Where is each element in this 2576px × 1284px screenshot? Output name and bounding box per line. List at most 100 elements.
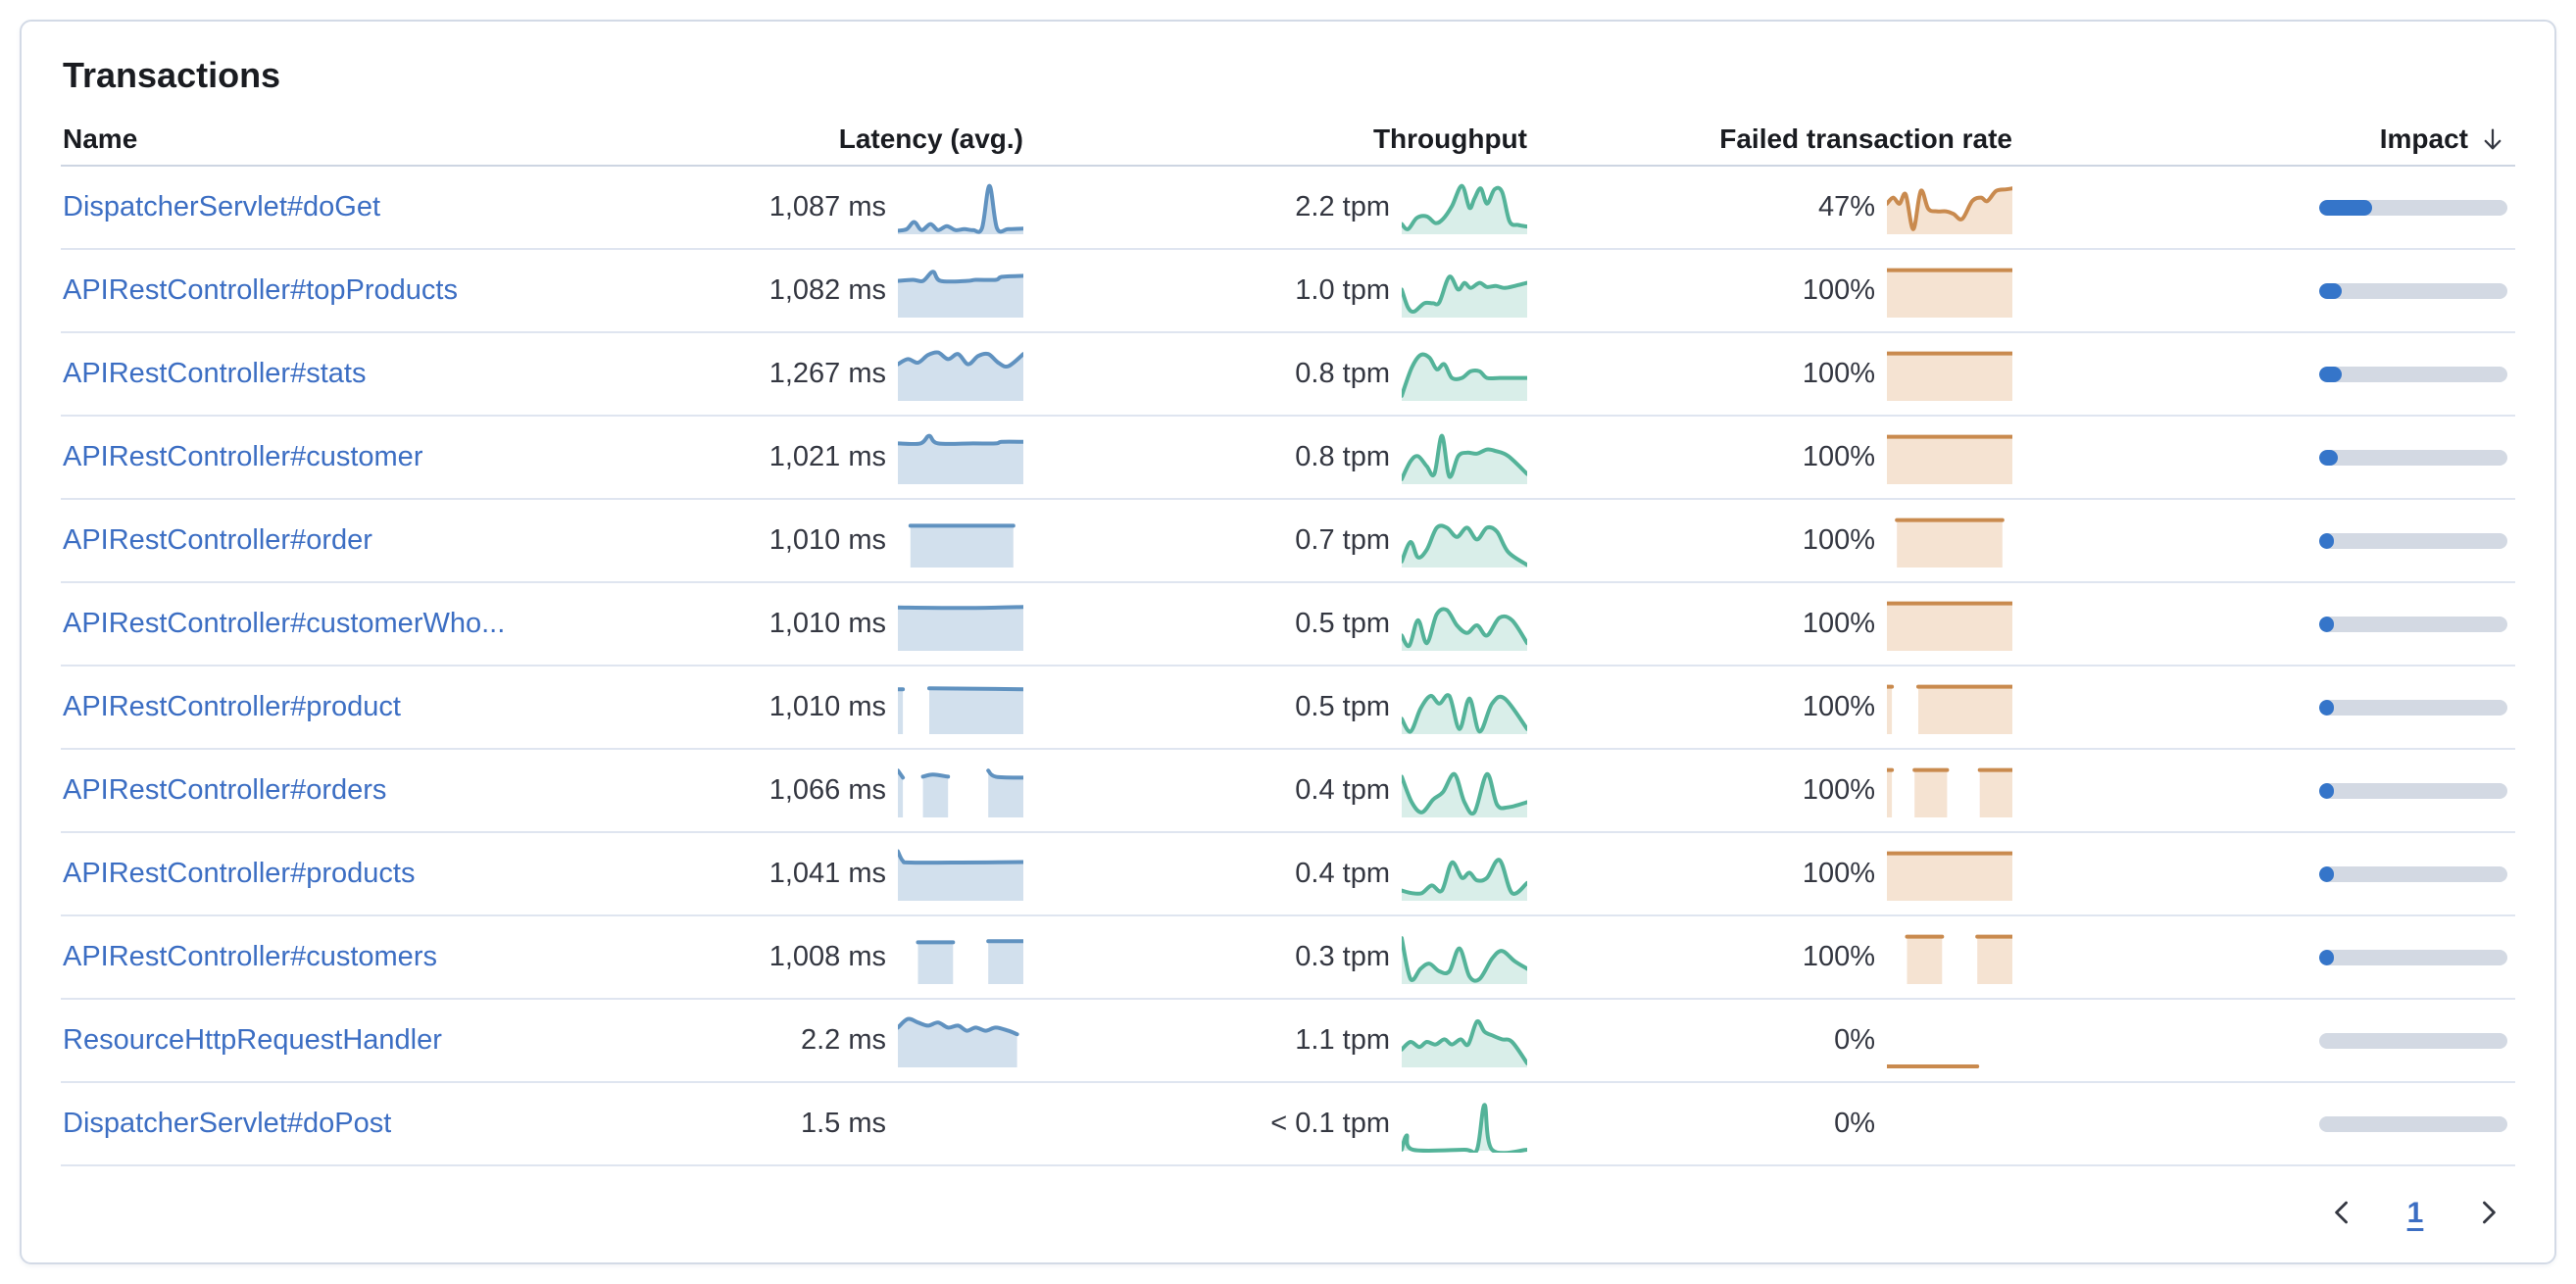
throughput-sparkline-chart [1400, 1096, 1529, 1155]
latency-sparkline-chart [896, 263, 1025, 320]
latency-value: 1,010 ms [768, 524, 886, 556]
latency-sparkline-chart [896, 429, 1025, 486]
impact-bar [2319, 1032, 2507, 1049]
failed-rate-sparkline-chart [1885, 346, 2014, 403]
impact-bar [2319, 1115, 2507, 1132]
transaction-name-link[interactable]: APIRestController#products [63, 858, 416, 889]
latency-value: 1,267 ms [768, 358, 886, 389]
transaction-name-link[interactable]: DispatcherServlet#doGet [63, 191, 380, 222]
failed-rate-sparkline-chart [1885, 179, 2014, 236]
latency-sparkline-chart [898, 513, 1023, 569]
throughput-sparkline-chart [1400, 513, 1529, 569]
failed-rate-sparkline-chart [1887, 513, 2012, 569]
latency-value: 1,066 ms [768, 774, 886, 806]
impact-bar [2319, 449, 2507, 466]
throughput-sparkline-chart [1400, 763, 1529, 819]
impact-bar [2319, 949, 2507, 965]
impact-bar-fill [2319, 949, 2334, 965]
throughput-value: 0.8 tpm [1295, 441, 1390, 472]
impact-bar [2319, 199, 2507, 216]
column-header-latency[interactable]: Latency (avg.) [838, 123, 1023, 154]
throughput-value: 0.4 tpm [1295, 858, 1390, 889]
transaction-name-link[interactable]: APIRestController#customerWho... [63, 608, 506, 639]
latency-sparkline-chart [896, 346, 1025, 403]
throughput-value: 0.5 tpm [1295, 608, 1390, 639]
impact-bar-fill [2319, 282, 2343, 299]
failed-rate-value: 0% [1834, 1024, 1875, 1056]
transaction-name-link[interactable]: APIRestController#stats [63, 358, 367, 389]
failed-rate-value: 100% [1802, 274, 1875, 306]
throughput-sparkline-chart [1400, 596, 1529, 653]
failed-rate-value: 0% [1834, 1108, 1875, 1139]
chevron-right-icon [2471, 1196, 2504, 1232]
transaction-row: DispatcherServlet#doPost 1.5 ms < 0.1 tp… [61, 1083, 2515, 1166]
table-body: DispatcherServlet#doGet 1,087 ms 2.2 tpm… [61, 167, 2515, 1166]
transaction-name-link[interactable]: APIRestController#customer [63, 441, 423, 472]
impact-bar-fill [2319, 532, 2335, 549]
failed-rate-value: 100% [1802, 691, 1875, 722]
failed-rate-sparkline-chart [1885, 846, 2014, 903]
throughput-sparkline-chart [1400, 846, 1529, 903]
impact-bar [2319, 865, 2507, 882]
column-header-throughput[interactable]: Throughput [1372, 123, 1527, 154]
page-number-1[interactable]: 1 [2406, 1197, 2424, 1229]
failed-rate-value: 100% [1802, 941, 1875, 972]
transaction-name-link[interactable]: DispatcherServlet#doPost [63, 1108, 392, 1139]
latency-value: 1,082 ms [768, 274, 886, 306]
throughput-sparkline-chart [1400, 929, 1529, 986]
failed-rate-sparkline-chart [1885, 679, 2014, 736]
latency-value: 2.2 ms [800, 1024, 886, 1056]
latency-value: 1,010 ms [768, 691, 886, 722]
failed-rate-value: 47% [1817, 191, 1875, 222]
latency-value: 1,021 ms [768, 441, 886, 472]
throughput-sparkline-chart [1400, 263, 1529, 320]
transaction-row: APIRestController#stats 1,267 ms 0.8 tpm… [61, 333, 2515, 417]
failed-rate-sparkline-chart [1885, 596, 2014, 653]
impact-bar [2319, 782, 2507, 799]
throughput-sparkline-chart [1400, 1012, 1529, 1069]
latency-value: 1,041 ms [768, 858, 886, 889]
latency-sparkline-chart [896, 179, 1025, 236]
throughput-sparkline-chart [1400, 346, 1529, 403]
latency-sparkline-chart [896, 1012, 1023, 1069]
failed-rate-sparkline-chart [1885, 763, 2014, 819]
throughput-sparkline-chart [1400, 679, 1529, 736]
transaction-row: APIRestController#topProducts 1,082 ms 1… [61, 250, 2515, 333]
transaction-name-link[interactable]: APIRestController#topProducts [63, 274, 458, 306]
impact-bar-fill [2319, 366, 2343, 382]
failed-rate-value: 100% [1802, 524, 1875, 556]
latency-sparkline-chart [898, 929, 1025, 986]
transaction-row: APIRestController#orders 1,066 ms 0.4 tp… [61, 750, 2515, 833]
transaction-name-link[interactable]: ResourceHttpRequestHandler [63, 1024, 442, 1056]
impact-bar [2319, 616, 2507, 632]
latency-sparkline-chart [896, 846, 1025, 903]
pagination: 1 [61, 1166, 2515, 1260]
latency-sparkline-chart [896, 763, 1025, 819]
transaction-row: APIRestController#customerWho... 1,010 m… [61, 583, 2515, 667]
transaction-name-link[interactable]: APIRestController#customers [63, 941, 437, 972]
impact-bar-fill [2319, 199, 2372, 216]
transaction-name-link[interactable]: APIRestController#product [63, 691, 401, 722]
table-header-row: Name Latency (avg.) Throughput Failed tr… [61, 114, 2515, 167]
transaction-name-link[interactable]: APIRestController#orders [63, 774, 387, 806]
previous-page-button[interactable] [2319, 1190, 2366, 1237]
throughput-sparkline-chart [1400, 429, 1529, 486]
impact-bar [2319, 699, 2507, 716]
impact-bar-fill [2319, 782, 2334, 799]
impact-bar-fill [2319, 616, 2334, 632]
failed-rate-value: 100% [1802, 358, 1875, 389]
failed-rate-value: 100% [1802, 441, 1875, 472]
transaction-name-link[interactable]: APIRestController#order [63, 524, 372, 556]
throughput-value: 0.5 tpm [1295, 691, 1390, 722]
next-page-button[interactable] [2464, 1190, 2511, 1237]
transactions-table: Name Latency (avg.) Throughput Failed tr… [61, 114, 2515, 1166]
impact-bar [2319, 366, 2507, 382]
impact-bar-fill [2319, 865, 2334, 882]
column-header-failed-rate[interactable]: Failed transaction rate [1719, 123, 2012, 154]
transaction-row: APIRestController#product 1,010 ms 0.5 t… [61, 667, 2515, 750]
column-header-impact[interactable]: Impact [2020, 123, 2515, 155]
transaction-row: APIRestController#customers 1,008 ms 0.3… [61, 916, 2515, 1000]
throughput-value: 0.8 tpm [1295, 358, 1390, 389]
impact-bar-fill [2319, 449, 2339, 466]
failed-rate-sparkline-chart [1885, 1012, 2012, 1069]
